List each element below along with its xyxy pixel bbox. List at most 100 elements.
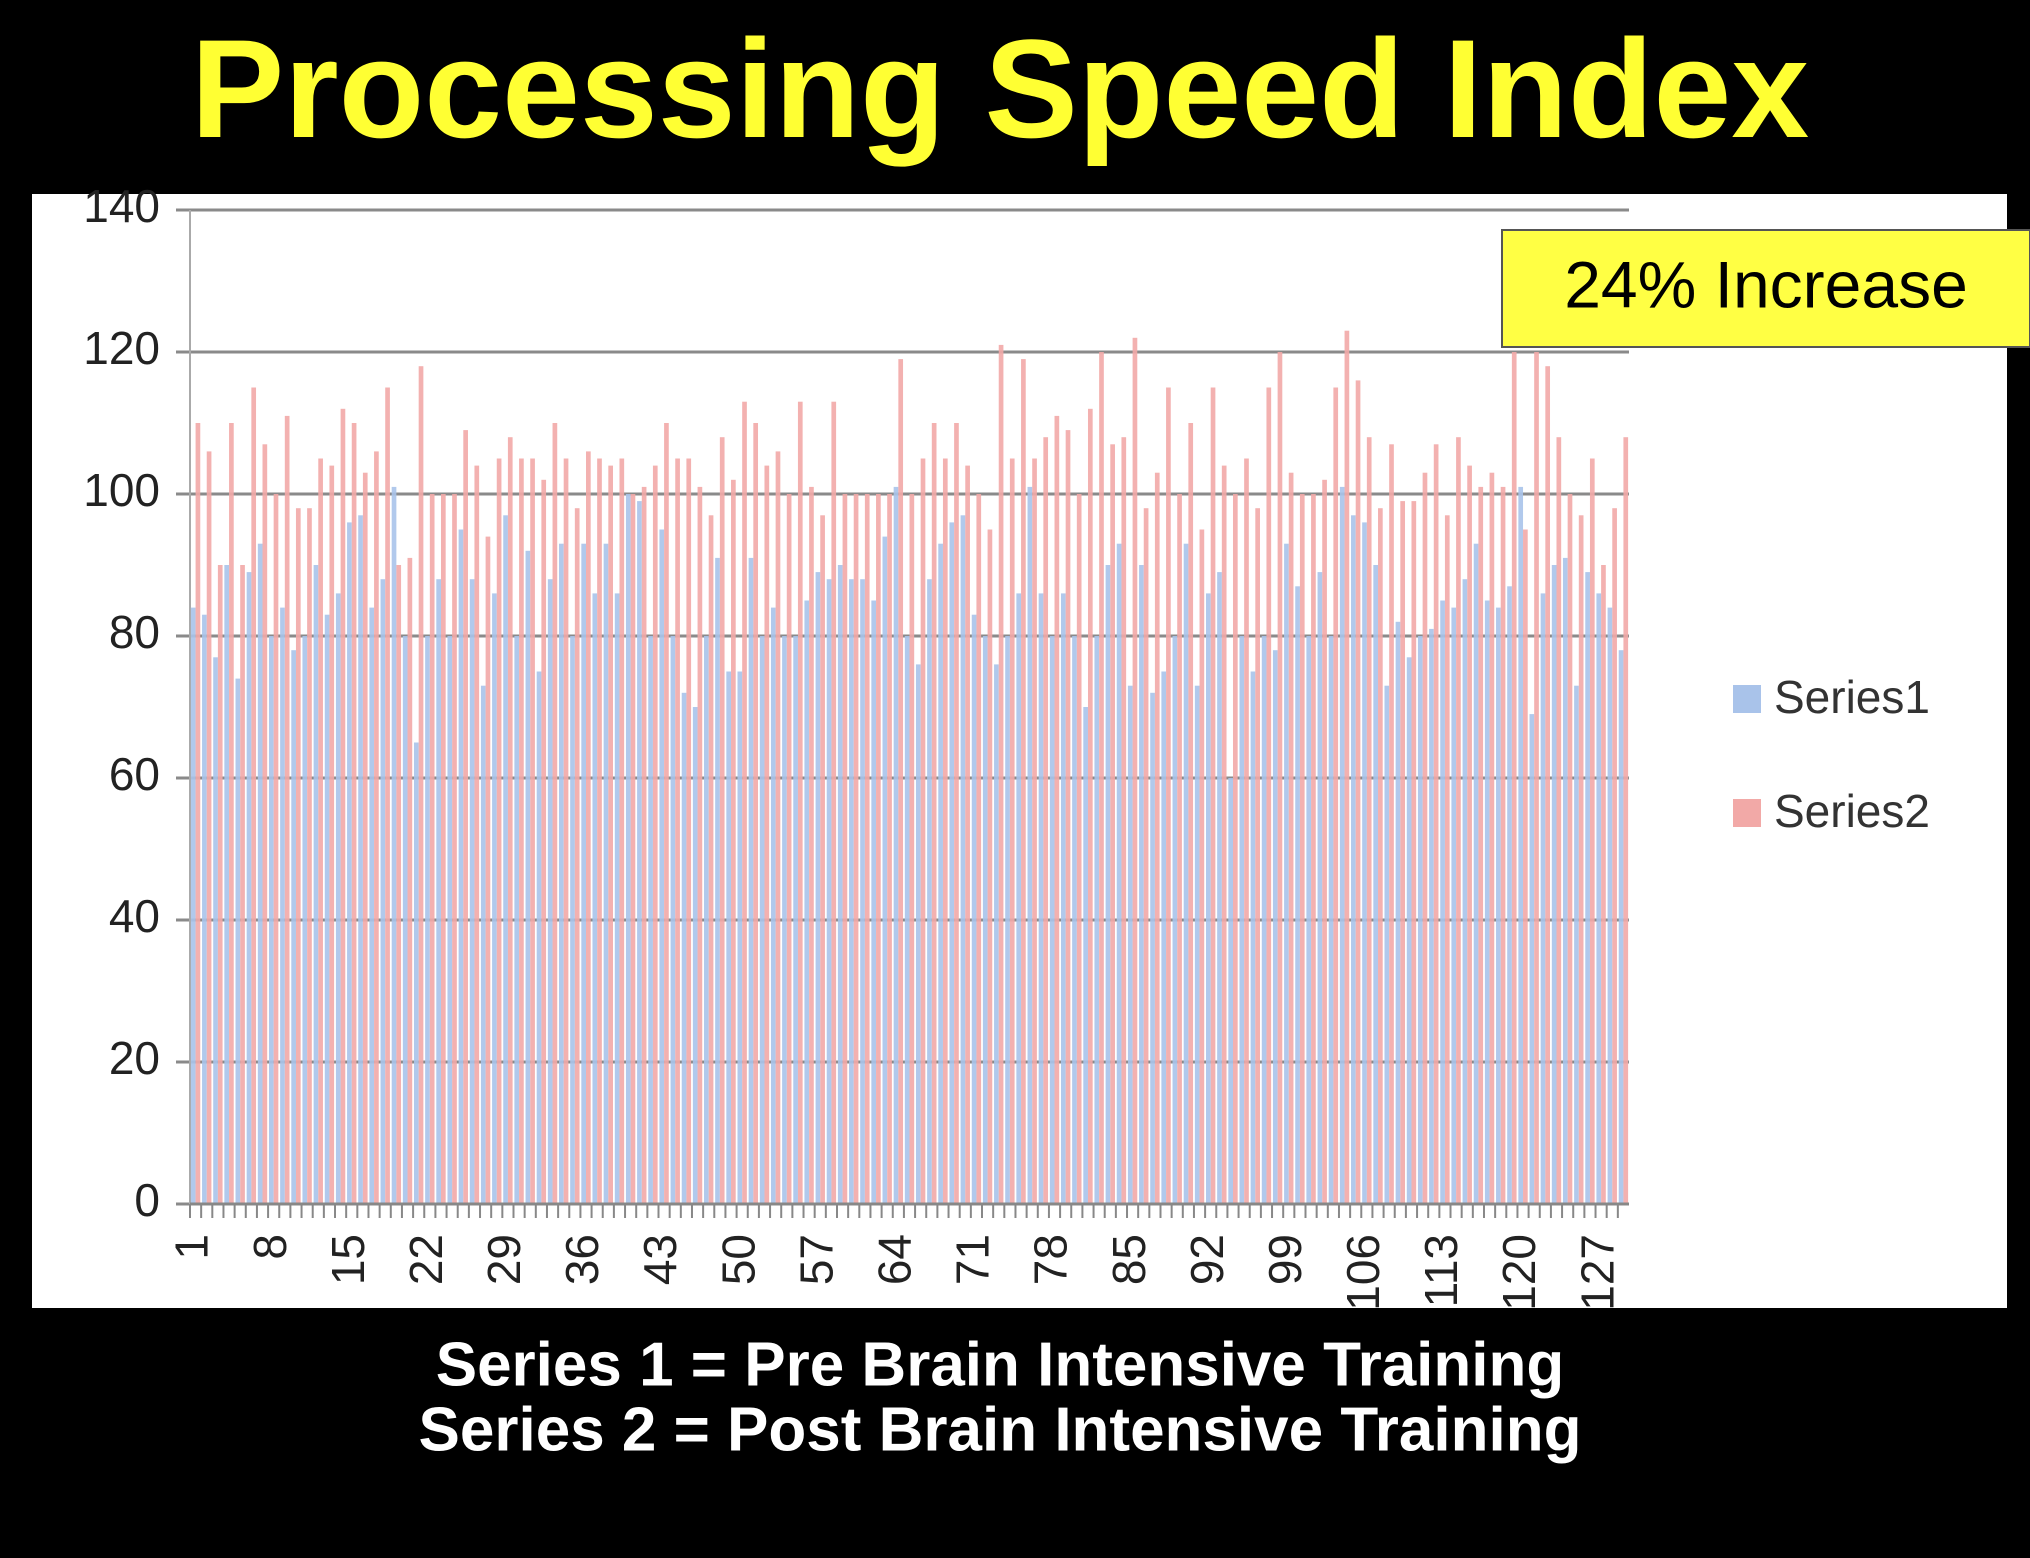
bar bbox=[1021, 359, 1026, 1205]
bar bbox=[1132, 337, 1138, 1204]
bar bbox=[1406, 657, 1412, 1204]
x-tick-label: 85 bbox=[1103, 1234, 1155, 1285]
bar bbox=[1562, 557, 1568, 1204]
bar bbox=[1143, 508, 1149, 1204]
bar bbox=[1139, 565, 1144, 1204]
bar bbox=[574, 508, 580, 1204]
bar bbox=[1473, 543, 1479, 1204]
bar bbox=[1467, 465, 1472, 1205]
bar bbox=[235, 678, 241, 1204]
bar bbox=[775, 451, 781, 1204]
bar bbox=[809, 486, 814, 1204]
bar bbox=[1596, 593, 1602, 1204]
bar bbox=[1389, 444, 1394, 1204]
bar bbox=[358, 515, 363, 1204]
bar bbox=[742, 401, 747, 1204]
bar bbox=[1462, 579, 1468, 1204]
bar bbox=[1355, 380, 1361, 1204]
bar bbox=[648, 636, 653, 1204]
bar bbox=[380, 579, 386, 1204]
bar bbox=[217, 565, 223, 1204]
bar bbox=[1311, 494, 1316, 1204]
bar bbox=[659, 529, 665, 1204]
y-tick-label: 120 bbox=[83, 322, 160, 374]
bar bbox=[630, 494, 636, 1204]
bar bbox=[436, 579, 441, 1204]
bar bbox=[1016, 593, 1022, 1204]
bar bbox=[1228, 778, 1233, 1204]
bar bbox=[1395, 621, 1401, 1204]
bar bbox=[1065, 430, 1071, 1205]
bar bbox=[915, 664, 921, 1204]
x-tick-label: 71 bbox=[947, 1234, 999, 1285]
bar bbox=[1255, 508, 1260, 1204]
bar bbox=[318, 458, 323, 1204]
y-tick-label: 40 bbox=[109, 890, 160, 942]
bar bbox=[864, 494, 870, 1204]
bar bbox=[719, 437, 725, 1204]
bar bbox=[418, 366, 424, 1204]
bar bbox=[820, 515, 825, 1204]
chart-title: Processing Speed Index bbox=[191, 10, 1809, 167]
bar bbox=[1339, 486, 1345, 1204]
bar bbox=[1172, 636, 1178, 1204]
bar bbox=[1060, 593, 1066, 1204]
bar bbox=[708, 515, 714, 1204]
bar bbox=[876, 494, 881, 1204]
bar bbox=[463, 430, 468, 1205]
bar bbox=[759, 636, 765, 1204]
x-tick-label: 78 bbox=[1025, 1234, 1077, 1285]
bar bbox=[229, 423, 234, 1204]
bar bbox=[581, 543, 587, 1204]
bar bbox=[1523, 529, 1528, 1204]
bar bbox=[519, 458, 524, 1204]
bar bbox=[898, 359, 904, 1205]
bar bbox=[786, 494, 792, 1204]
footnote: Series 1 = Pre Brain Intensive Training bbox=[436, 1330, 1565, 1399]
bar bbox=[625, 494, 631, 1204]
bar bbox=[826, 579, 832, 1204]
bar bbox=[592, 593, 598, 1204]
bar bbox=[202, 614, 207, 1204]
x-tick-label: 29 bbox=[478, 1234, 530, 1285]
y-tick-label: 0 bbox=[134, 1174, 160, 1226]
bar bbox=[374, 451, 379, 1204]
bar bbox=[982, 636, 988, 1204]
bar bbox=[603, 543, 609, 1204]
bar bbox=[1612, 508, 1617, 1204]
bar bbox=[1484, 600, 1490, 1204]
bar bbox=[1589, 458, 1595, 1204]
bar bbox=[904, 636, 910, 1204]
bar bbox=[206, 451, 212, 1204]
bar bbox=[1150, 692, 1155, 1204]
bar bbox=[849, 579, 854, 1204]
bar bbox=[637, 501, 642, 1205]
bar bbox=[1221, 465, 1227, 1205]
bar bbox=[570, 636, 575, 1204]
bar bbox=[1601, 565, 1606, 1204]
bar bbox=[1199, 529, 1205, 1204]
bar bbox=[1362, 522, 1367, 1204]
bar bbox=[1433, 444, 1439, 1204]
bar bbox=[458, 529, 464, 1204]
bar bbox=[224, 565, 230, 1204]
bar bbox=[1284, 543, 1289, 1204]
bar bbox=[536, 671, 542, 1204]
x-tick-label: 36 bbox=[556, 1234, 608, 1285]
bar bbox=[664, 423, 669, 1204]
bar bbox=[831, 401, 837, 1204]
bar bbox=[927, 579, 932, 1204]
footnote: Series 2 = Post Brain Intensive Training bbox=[419, 1395, 1582, 1464]
bar bbox=[1378, 508, 1383, 1204]
bar bbox=[195, 423, 201, 1204]
bar bbox=[641, 486, 647, 1204]
bar bbox=[1585, 572, 1590, 1204]
bar bbox=[1076, 494, 1082, 1204]
bar bbox=[1518, 486, 1524, 1204]
bar bbox=[1574, 685, 1579, 1204]
bar bbox=[385, 387, 390, 1204]
bar bbox=[938, 543, 943, 1204]
bar bbox=[1244, 458, 1249, 1204]
bar bbox=[1183, 543, 1189, 1204]
bar bbox=[469, 579, 475, 1204]
